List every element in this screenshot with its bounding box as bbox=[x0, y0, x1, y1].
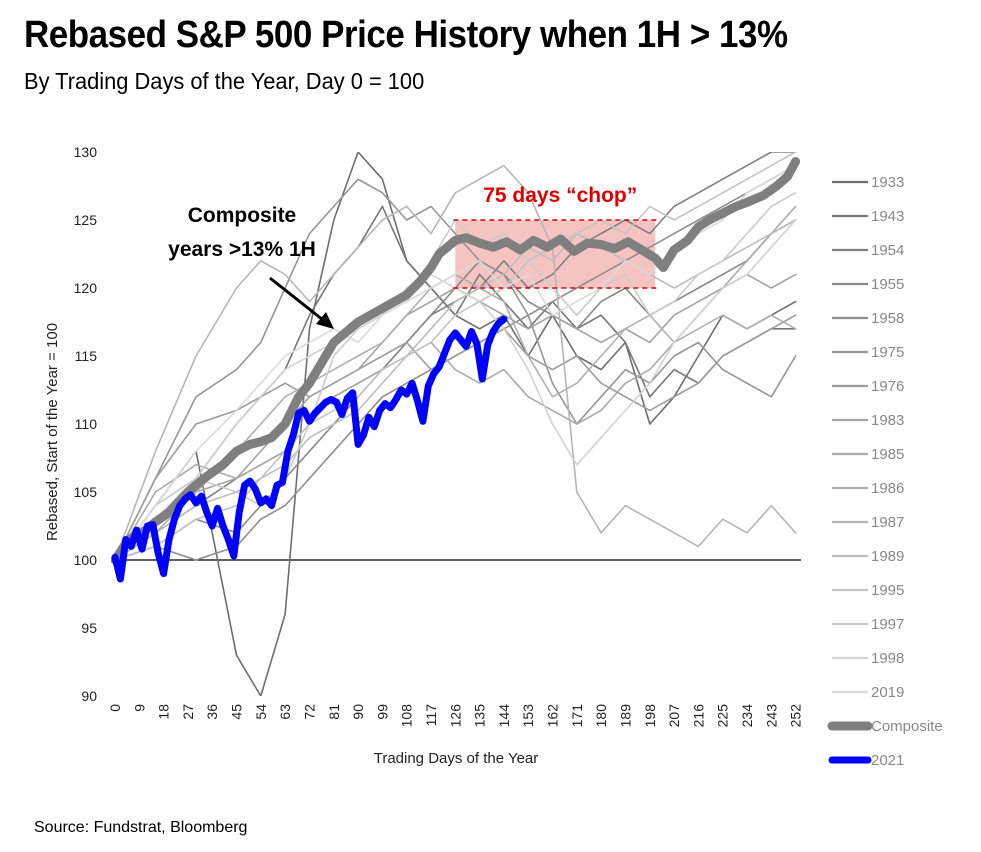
x-tick-label: 135 bbox=[472, 704, 488, 728]
x-tick-label: 144 bbox=[496, 704, 512, 728]
legend-label-1954: 1954 bbox=[871, 242, 904, 259]
series-line-1976 bbox=[114, 314, 797, 561]
x-tick-label: 153 bbox=[520, 704, 536, 728]
x-tick-label: 207 bbox=[666, 704, 682, 728]
x-tick-label: 243 bbox=[763, 704, 779, 728]
legend-label-1998: 1998 bbox=[871, 650, 904, 667]
legend-label-1985: 1985 bbox=[871, 446, 904, 463]
source-note: Source: Fundstrat, Bloomberg bbox=[34, 819, 248, 836]
x-tick-label: 117 bbox=[423, 704, 439, 727]
legend-label-composite: Composite bbox=[871, 718, 943, 735]
x-tick-label: 225 bbox=[715, 704, 731, 728]
x-tick-label: 0 bbox=[107, 704, 123, 712]
x-tick-label: 126 bbox=[447, 704, 463, 728]
legend-label-2019: 2019 bbox=[871, 684, 904, 701]
series-layer bbox=[111, 152, 801, 696]
page-subtitle: By Trading Days of the Year, Day 0 = 100 bbox=[24, 68, 425, 94]
series-line-composite bbox=[111, 157, 801, 565]
y-tick-label: 115 bbox=[75, 348, 98, 364]
series-line-1998 bbox=[114, 219, 797, 561]
axis-layer: 90 95 100 105 110 115 120 125 130 0 9 18 27 36 45 54 63 7… bbox=[74, 144, 804, 727]
composite-note-line1: Composite bbox=[188, 204, 297, 227]
x-tick-label: 252 bbox=[788, 704, 804, 728]
legend-label-1958: 1958 bbox=[871, 310, 904, 327]
legend-label-1986: 1986 bbox=[871, 480, 904, 497]
x-tick-label: 27 bbox=[180, 704, 196, 720]
legend-label-1989: 1989 bbox=[871, 548, 904, 565]
x-tick-label: 9 bbox=[131, 704, 147, 712]
x-tick-label: 54 bbox=[253, 704, 269, 720]
chop-label: 75 days “chop” bbox=[483, 184, 637, 207]
x-tick-label: 108 bbox=[399, 704, 415, 728]
y-tick-label: 100 bbox=[74, 552, 98, 568]
legend-label-1975: 1975 bbox=[871, 344, 904, 361]
legend-label-1997: 1997 bbox=[871, 616, 904, 633]
y-tick-label: 125 bbox=[74, 212, 98, 228]
composite-note-line2: years >13% 1H bbox=[168, 238, 316, 261]
y-tick-label: 110 bbox=[75, 416, 98, 432]
x-tick-label: 171 bbox=[569, 704, 585, 728]
x-tick-label: 81 bbox=[326, 704, 342, 720]
y-tick-label: 95 bbox=[81, 620, 97, 636]
series-line-1989 bbox=[114, 219, 797, 561]
y-tick-label: 120 bbox=[74, 280, 98, 296]
series-line-1987 bbox=[114, 164, 797, 561]
x-tick-label: 216 bbox=[690, 704, 706, 728]
x-tick-label: 234 bbox=[739, 704, 755, 728]
legend-label-1987: 1987 bbox=[871, 514, 904, 531]
page-title: Rebased S&P 500 Price History when 1H > … bbox=[24, 14, 788, 56]
legend-label-1933: 1933 bbox=[871, 174, 904, 191]
legend-label-2021: 2021 bbox=[871, 752, 904, 769]
legend-label-1983: 1983 bbox=[871, 412, 904, 429]
x-tick-label: 99 bbox=[374, 704, 390, 720]
legend-label-1976: 1976 bbox=[871, 378, 904, 395]
legend-label-1995: 1995 bbox=[871, 582, 904, 599]
series-line-1933 bbox=[114, 152, 797, 696]
x-tick-label: 36 bbox=[204, 704, 220, 720]
series-line-2021 bbox=[111, 315, 508, 583]
x-tick-label: 198 bbox=[642, 704, 658, 728]
x-tick-label: 189 bbox=[617, 704, 633, 728]
composite-arrow bbox=[269, 276, 334, 329]
legend: 1933 1943 1954 1955 1958 1975 1976 1983 1985 1986… bbox=[827, 174, 943, 769]
x-tick-label: 45 bbox=[229, 704, 245, 720]
y-tick-label: 90 bbox=[81, 688, 97, 704]
y-axis-label: Rebased, Start of the Year = 100 bbox=[44, 323, 61, 541]
x-axis-label: Trading Days of the Year bbox=[374, 750, 539, 767]
y-tick-label: 130 bbox=[74, 144, 98, 160]
x-tick-label: 162 bbox=[545, 704, 561, 728]
x-tick-label: 72 bbox=[301, 704, 317, 720]
x-tick-label: 18 bbox=[156, 704, 172, 720]
x-tick-label: 63 bbox=[277, 704, 293, 720]
legend-label-1943: 1943 bbox=[871, 208, 904, 225]
legend-label-1955: 1955 bbox=[871, 276, 904, 293]
x-tick-label: 90 bbox=[350, 704, 366, 720]
x-tick-label: 180 bbox=[593, 704, 609, 728]
y-tick-label: 105 bbox=[74, 484, 98, 500]
